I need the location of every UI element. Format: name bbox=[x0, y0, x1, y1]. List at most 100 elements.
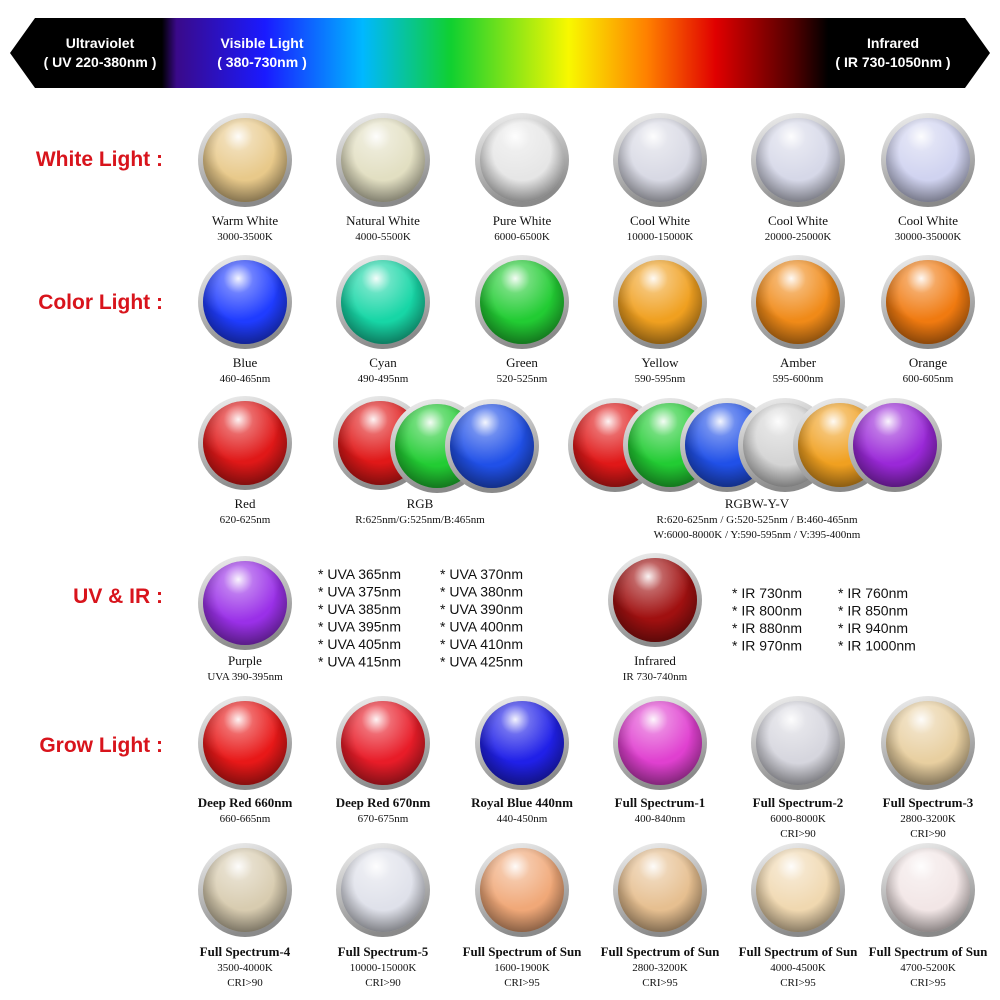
item-spec: CRI>90 bbox=[910, 828, 946, 840]
led-glow bbox=[618, 260, 702, 344]
item-spec: 2800-3200K bbox=[632, 962, 688, 974]
ir-item: * IR 730nm bbox=[732, 585, 802, 601]
uva-item: * UVA 390nm bbox=[440, 601, 523, 617]
item-spec: 6000-8000K bbox=[770, 813, 826, 825]
led-glow bbox=[341, 118, 425, 202]
item-name: Infrared bbox=[634, 653, 676, 668]
item-spec: 600-605nm bbox=[903, 373, 954, 385]
item-spec: 10000-15000K bbox=[627, 231, 694, 243]
visible-title: Visible Light bbox=[221, 35, 304, 51]
led-glow bbox=[203, 561, 287, 645]
item-spec: 595-600nm bbox=[773, 373, 824, 385]
visible-range: ( 380-730nm ) bbox=[217, 54, 306, 70]
item-spec: CRI>95 bbox=[642, 977, 678, 989]
item-spec: 4000-5500K bbox=[355, 231, 411, 243]
item-name: Full Spectrum of Sun bbox=[463, 944, 583, 959]
led-glow bbox=[341, 260, 425, 344]
item-spec: 1600-1900K bbox=[494, 962, 550, 974]
led-glow bbox=[756, 701, 840, 785]
item-spec: 670-675nm bbox=[358, 813, 409, 825]
ir-item: * IR 940nm bbox=[838, 620, 908, 636]
item-name: Full Spectrum-3 bbox=[883, 795, 974, 810]
item-name: Blue bbox=[233, 355, 258, 370]
ir-item: * IR 880nm bbox=[732, 620, 802, 636]
item-spec: 660-665nm bbox=[220, 813, 271, 825]
uva-item: * UVA 380nm bbox=[440, 584, 523, 600]
uva-item: * UVA 370nm bbox=[440, 566, 523, 582]
led-glow bbox=[613, 558, 697, 642]
uva-item: * UVA 410nm bbox=[440, 636, 523, 652]
item-name: Yellow bbox=[642, 355, 680, 370]
item-spec: 520-525nm bbox=[497, 373, 548, 385]
item-spec: 4700-5200K bbox=[900, 962, 956, 974]
item-name: Purple bbox=[228, 653, 262, 668]
led-glow bbox=[203, 118, 287, 202]
uva-item: * UVA 375nm bbox=[318, 584, 401, 600]
led-glow bbox=[618, 118, 702, 202]
item-spec: CRI>90 bbox=[780, 828, 816, 840]
ir-title: Infrared bbox=[867, 35, 919, 51]
ir-item: * IR 760nm bbox=[838, 585, 908, 601]
item-spec: 6000-6500K bbox=[494, 231, 550, 243]
item-name: Cool White bbox=[768, 213, 828, 228]
uva-item: * UVA 405nm bbox=[318, 636, 401, 652]
led-glow bbox=[450, 404, 534, 488]
uva-item: * UVA 400nm bbox=[440, 619, 523, 635]
item-spec: R:625nm/G:525nm/B:465nm bbox=[355, 514, 485, 526]
led-glow bbox=[756, 118, 840, 202]
item-spec: 620-625nm bbox=[220, 514, 271, 526]
ir-item: * IR 800nm bbox=[732, 603, 802, 619]
led-glow bbox=[341, 701, 425, 785]
item-name: Cool White bbox=[630, 213, 690, 228]
item-name: Cool White bbox=[898, 213, 958, 228]
item-spec: 440-450nm bbox=[497, 813, 548, 825]
item-spec: R:620-625nm / G:520-525nm / B:460-465nm bbox=[656, 514, 858, 526]
item-name: Warm White bbox=[212, 213, 278, 228]
item-name: Pure White bbox=[493, 213, 552, 228]
led-glow bbox=[203, 401, 287, 485]
ir-item: * IR 850nm bbox=[838, 603, 908, 619]
led-glow bbox=[480, 701, 564, 785]
section-title: White Light : bbox=[36, 148, 163, 171]
item-spec: IR 730-740nm bbox=[623, 671, 688, 683]
section-title: Grow Light : bbox=[39, 734, 163, 757]
item-spec: 400-840nm bbox=[635, 813, 686, 825]
item-spec: 460-465nm bbox=[220, 373, 271, 385]
item-name: Full Spectrum-4 bbox=[200, 944, 291, 959]
uva-item: * UVA 395nm bbox=[318, 619, 401, 635]
item-name: Natural White bbox=[346, 213, 420, 228]
uv-range: ( UV 220-380nm ) bbox=[44, 54, 157, 70]
led-glow bbox=[203, 260, 287, 344]
item-spec: UVA 390-395nm bbox=[207, 671, 283, 683]
led-glow bbox=[480, 848, 564, 932]
item-name: Full Spectrum-5 bbox=[338, 944, 429, 959]
item-name: RGBW-Y-V bbox=[725, 496, 790, 511]
led-glow bbox=[853, 403, 937, 487]
item-name: Full Spectrum of Sun bbox=[869, 944, 989, 959]
item-spec: CRI>90 bbox=[227, 977, 263, 989]
uva-item: * UVA 425nm bbox=[440, 654, 523, 670]
item-name: Full Spectrum-2 bbox=[753, 795, 844, 810]
item-name: Deep Red 670nm bbox=[336, 795, 431, 810]
item-spec: CRI>90 bbox=[365, 977, 401, 989]
led-glow bbox=[203, 701, 287, 785]
item-name: Royal Blue 440nm bbox=[471, 795, 573, 810]
item-name: Red bbox=[235, 496, 256, 511]
item-spec: 590-595nm bbox=[635, 373, 686, 385]
item-name: Orange bbox=[909, 355, 947, 370]
item-spec: 3500-4000K bbox=[217, 962, 273, 974]
ir-item: * IR 1000nm bbox=[838, 638, 916, 654]
item-spec: CRI>95 bbox=[780, 977, 816, 989]
uv-title: Ultraviolet bbox=[66, 35, 135, 51]
led-glow bbox=[886, 118, 970, 202]
item-name: Full Spectrum-1 bbox=[615, 795, 706, 810]
uva-item: * UVA 365nm bbox=[318, 566, 401, 582]
item-spec: CRI>95 bbox=[504, 977, 540, 989]
item-name: RGB bbox=[407, 496, 434, 511]
item-name: Green bbox=[506, 355, 538, 370]
led-glow bbox=[480, 118, 564, 202]
led-glow bbox=[886, 848, 970, 932]
led-glow bbox=[756, 260, 840, 344]
ir-item: * IR 970nm bbox=[732, 638, 802, 654]
